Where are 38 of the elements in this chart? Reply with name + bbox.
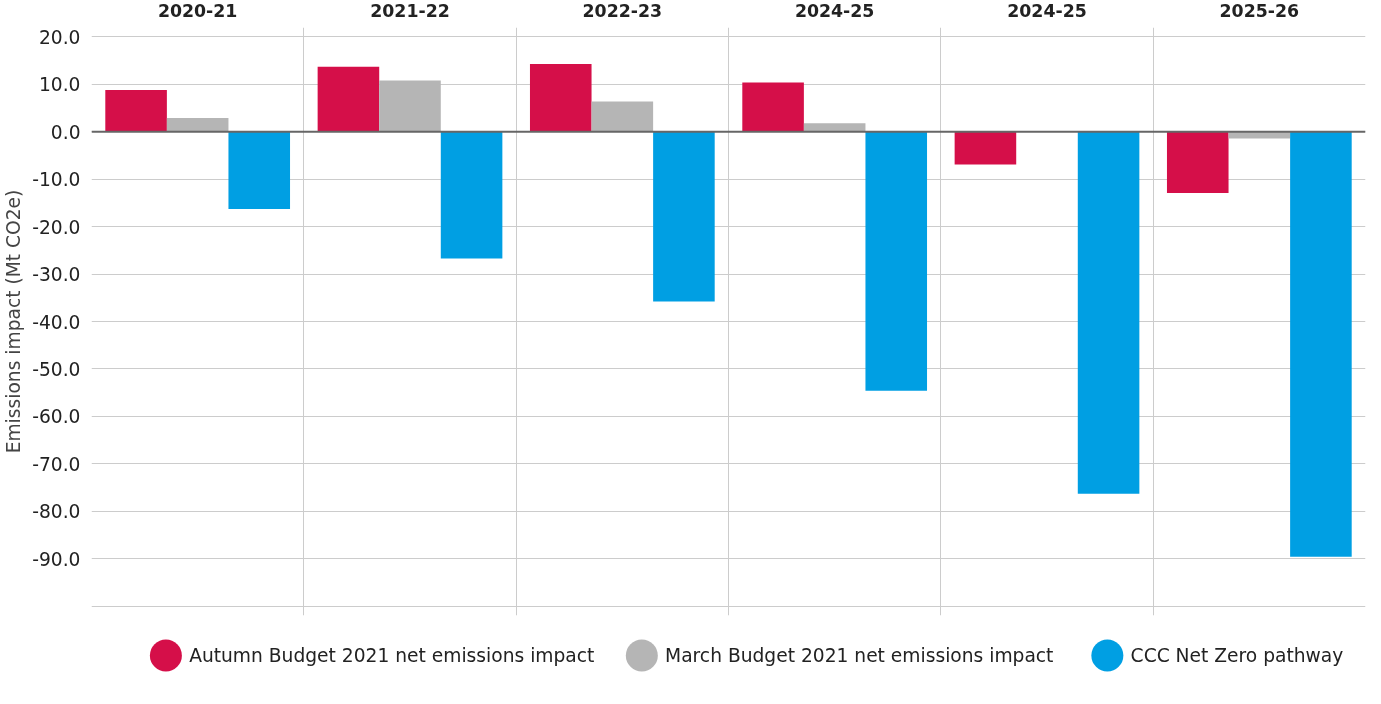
bar [379, 80, 441, 132]
x-tick-label: 2024-25 [1007, 0, 1087, 21]
bar [105, 90, 167, 132]
bar [954, 131, 1017, 165]
x-tick-label: 2021-22 [370, 0, 450, 21]
bar [591, 101, 654, 132]
x-tick-label: 2022-23 [582, 0, 663, 21]
bar [166, 118, 229, 132]
legend-label: Autumn Budget 2021 net emissions impact [189, 645, 595, 666]
bar [1290, 131, 1352, 557]
bar [742, 82, 804, 132]
y-tick-label: -30.0 [32, 264, 81, 286]
y-tick-label: -20.0 [32, 216, 81, 238]
bar [529, 64, 592, 132]
y-tick-label: 0.0 [50, 121, 81, 143]
x-tick-label: 2024-25 [794, 0, 875, 21]
x-tick-label: 2020-21 [157, 0, 238, 21]
legend-label: March Budget 2021 net emissions impact [665, 645, 1054, 666]
y-tick-label: -90.0 [32, 548, 81, 570]
bar [440, 131, 503, 259]
y-tick-label: 20.0 [38, 26, 81, 48]
bar [653, 131, 715, 302]
bar [1166, 131, 1229, 193]
bar [803, 123, 866, 132]
y-tick-label: -40.0 [32, 311, 81, 333]
bar [317, 66, 380, 132]
legend-label: CCC Net Zero pathway [1130, 645, 1344, 666]
bar [865, 131, 928, 391]
bar [1077, 131, 1140, 494]
y-tick-label: -80.0 [32, 501, 81, 523]
y-tick-label: 10.0 [38, 74, 81, 96]
y-tick-label: -10.0 [32, 169, 81, 191]
bar [228, 131, 291, 210]
y-axis-title: Emissions impact (Mt CO2e) [3, 189, 25, 454]
y-tick-label: -70.0 [32, 453, 81, 475]
y-tick-label: -60.0 [32, 406, 81, 428]
x-tick-label: 2025-26 [1219, 0, 1300, 21]
y-tick-label: -50.0 [32, 358, 81, 380]
